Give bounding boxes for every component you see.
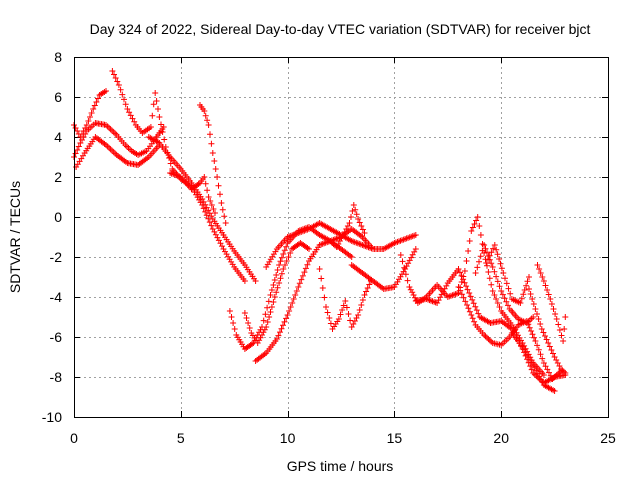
y-axis-label: SDTVAR / TECUs (7, 181, 23, 293)
series-arc-14 (348, 246, 419, 292)
y-tick-label: 4 (54, 129, 62, 145)
series-arc-12 (316, 266, 374, 332)
plot-frame (74, 57, 609, 418)
plus-markers (263, 220, 419, 270)
plus-markers (327, 202, 368, 250)
y-tick-label: 2 (54, 169, 62, 185)
y-tick-label: -8 (50, 369, 63, 385)
y-tick-label: -6 (50, 329, 63, 345)
series-arc-10 (241, 240, 312, 346)
y-tick-label: 8 (54, 49, 62, 65)
series-arc-21 (534, 262, 569, 344)
plus-markers (197, 102, 229, 226)
series-arc-6 (167, 170, 218, 216)
plus-markers (316, 266, 374, 332)
series-arc-3 (73, 134, 163, 170)
plus-markers (167, 170, 218, 216)
y-tick-label: -10 (42, 409, 62, 425)
y-tick-label: 6 (54, 89, 62, 105)
x-tick-label: 20 (493, 430, 509, 446)
plus-markers (241, 240, 312, 346)
plus-markers (526, 286, 569, 376)
y-tick-label: -2 (50, 249, 63, 265)
x-tick-label: 15 (387, 430, 403, 446)
plus-markers (348, 246, 419, 292)
series-arc-22 (508, 330, 558, 394)
y-tick-label: -4 (50, 289, 63, 305)
plus-markers (145, 134, 259, 284)
x-tick-label: 25 (600, 430, 616, 446)
chart-title: Day 324 of 2022, Sidereal Day-to-day VTE… (90, 21, 591, 37)
series-arc-5 (145, 134, 259, 284)
plus-markers (73, 134, 163, 170)
series-arc-20 (526, 286, 569, 376)
y-tick-label: 0 (54, 209, 62, 225)
series-arc-11 (263, 220, 419, 270)
data-series (71, 68, 569, 394)
x-tick-labels: 0 5 10 15 20 25 (70, 430, 616, 446)
y-tick-labels: -10 -8 -6 -4 -2 0 2 4 6 8 (42, 49, 62, 425)
plus-markers (508, 330, 558, 394)
plus-markers (534, 262, 569, 344)
x-tick-label: 0 (70, 430, 78, 446)
x-axis-label: GPS time / hours (287, 458, 394, 474)
x-tick-label: 10 (280, 430, 296, 446)
series-arc-13 (327, 202, 368, 250)
series-arc-19 (483, 242, 532, 306)
x-tick-label: 5 (177, 430, 185, 446)
series-arc-7 (197, 102, 229, 226)
plus-markers (483, 242, 532, 306)
